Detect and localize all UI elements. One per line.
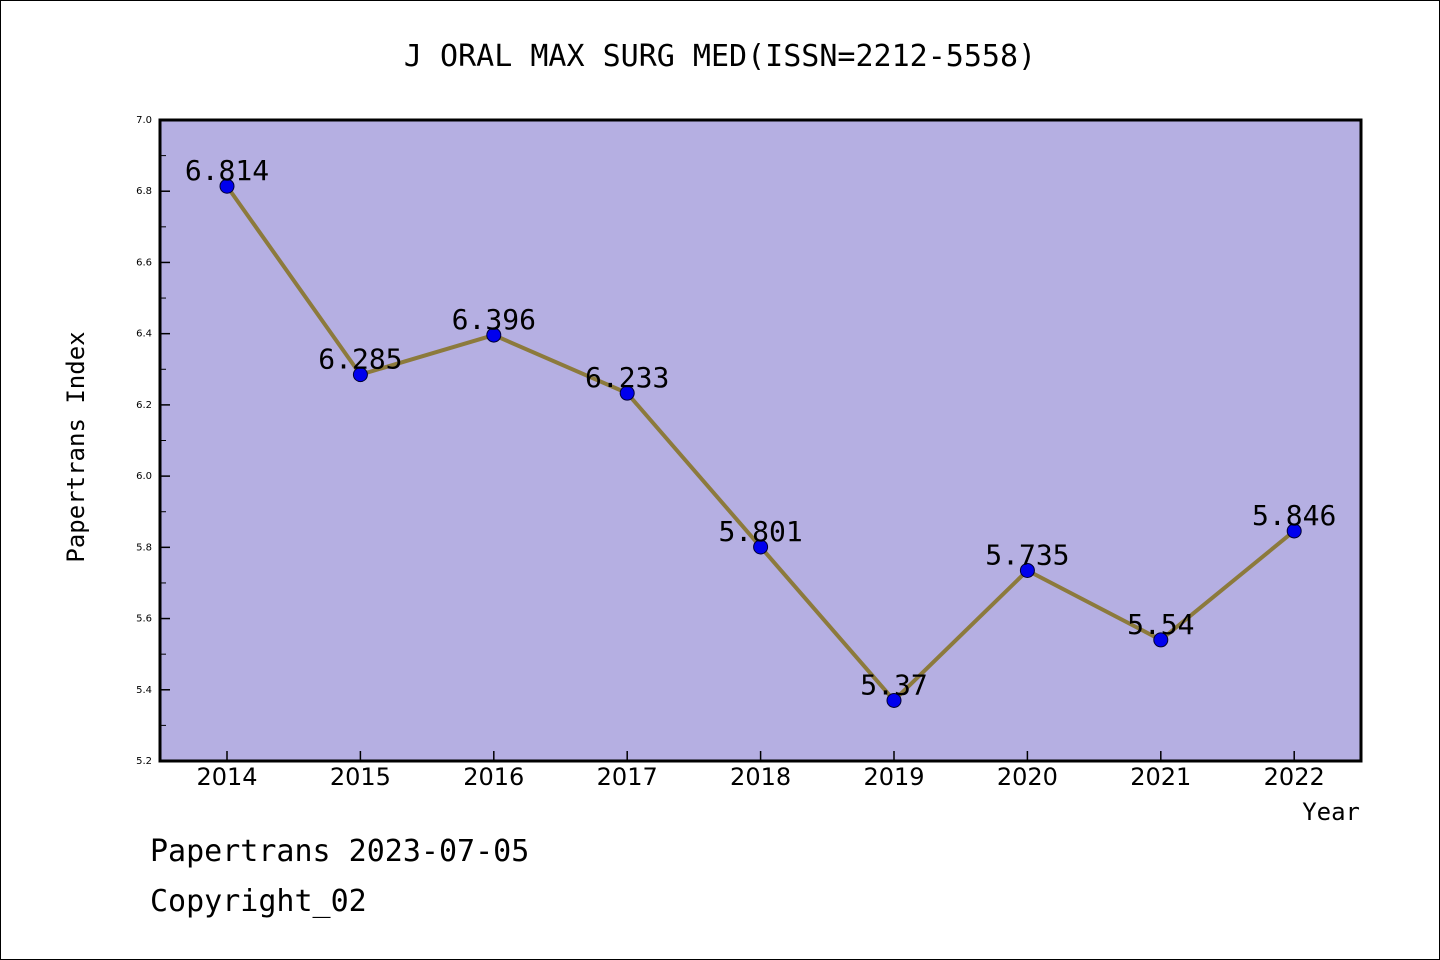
y-tick-label: 5.8 <box>136 542 152 553</box>
x-tick-label: 2019 <box>863 763 924 791</box>
data-label: 5.801 <box>718 515 802 548</box>
data-label: 6.814 <box>185 154 269 187</box>
plot-border <box>158 118 1363 763</box>
y-tick-label: 5.2 <box>136 756 152 767</box>
data-point <box>1019 562 1035 578</box>
y-tick-label: 6.4 <box>136 329 152 340</box>
plot-area <box>160 120 1361 761</box>
x-tick-label: 2014 <box>196 763 257 791</box>
y-tick-label: 5.4 <box>136 685 152 696</box>
x-axis-label: Year <box>1302 798 1360 826</box>
data-point <box>753 539 769 555</box>
data-label: 5.735 <box>985 538 1069 571</box>
x-tick-label: 2022 <box>1264 763 1325 791</box>
y-tick-label: 6.0 <box>136 471 152 482</box>
x-tick-label: 2016 <box>463 763 524 791</box>
footer-copyright: Copyright_02 <box>150 884 367 919</box>
y-tick-label: 6.6 <box>136 257 152 268</box>
chart-title: J ORAL MAX SURG MED(ISSN=2212-5558) <box>404 39 1036 74</box>
y-tick-label: 7.0 <box>136 115 152 126</box>
data-point <box>352 367 368 383</box>
data-label: 6.396 <box>452 303 536 336</box>
data-point <box>886 692 902 708</box>
y-axis-label: Papertrans Index <box>62 331 90 562</box>
data-point <box>1286 523 1302 539</box>
x-tick-label: 2017 <box>597 763 658 791</box>
y-tick-label: 5.6 <box>136 614 152 625</box>
data-label: 6.233 <box>585 361 669 394</box>
x-tick-label: 2020 <box>997 763 1058 791</box>
data-label: 5.846 <box>1252 499 1336 532</box>
data-point <box>486 327 502 343</box>
data-point <box>1153 632 1169 648</box>
data-label: 5.37 <box>860 668 927 701</box>
y-tick-label: 6.2 <box>136 400 152 411</box>
data-point <box>219 178 235 194</box>
x-tick-label: 2021 <box>1130 763 1191 791</box>
x-tick-label: 2018 <box>730 763 791 791</box>
data-label: 6.285 <box>318 343 402 376</box>
footer-source: Papertrans 2023-07-05 <box>150 834 530 869</box>
x-tick-label: 2015 <box>330 763 391 791</box>
data-point <box>619 385 635 401</box>
data-label: 5.54 <box>1127 608 1194 641</box>
y-tick-label: 6.8 <box>136 186 152 197</box>
